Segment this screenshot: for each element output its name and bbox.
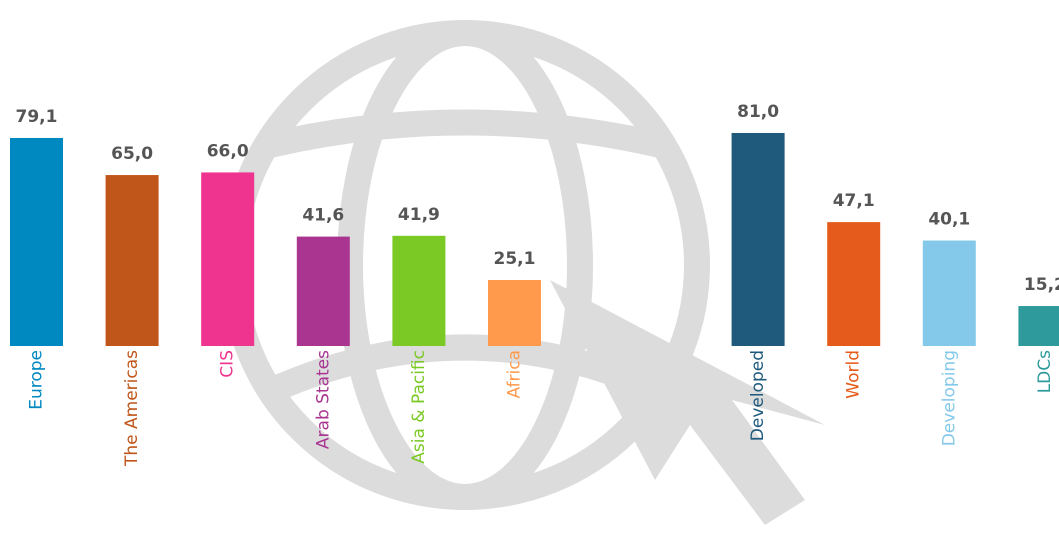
category-label: Europe	[27, 350, 47, 410]
bar	[10, 138, 63, 346]
value-label: 41,9	[398, 205, 440, 225]
bar	[827, 222, 880, 346]
category-label: The Americas	[122, 350, 142, 467]
category-label: LDCs	[1035, 350, 1055, 393]
value-label: 47,1	[833, 191, 875, 211]
category-label: Developing	[939, 350, 959, 446]
category-label: CIS	[218, 350, 238, 378]
category-label: World	[844, 350, 864, 399]
value-label: 40,1	[928, 210, 970, 230]
category-label: Africa	[505, 350, 525, 399]
value-label: 65,0	[111, 144, 153, 164]
bar	[201, 172, 254, 346]
value-label: 25,1	[494, 249, 536, 269]
category-label: Arab States	[313, 350, 333, 449]
bar	[923, 241, 976, 346]
bar	[1018, 306, 1059, 346]
value-label: 66,0	[207, 141, 249, 161]
bar	[392, 236, 445, 346]
value-label: 79,1	[16, 107, 58, 127]
bar	[488, 280, 541, 346]
value-label: 15,2	[1024, 275, 1059, 295]
page: {"chart_data": {"type": "bar", "categori…	[0, 0, 1059, 543]
value-label: 81,0	[737, 102, 779, 122]
category-label: Asia & Pacific	[409, 350, 429, 464]
category-label: Developed	[748, 350, 768, 441]
bar	[106, 175, 159, 346]
bar	[732, 133, 785, 346]
value-label: 41,6	[302, 206, 344, 226]
bar	[297, 237, 350, 346]
chart: 79,1 Europe 65,0 The Americas 66,0 CIS 41,6 Ara…	[0, 0, 1059, 543]
